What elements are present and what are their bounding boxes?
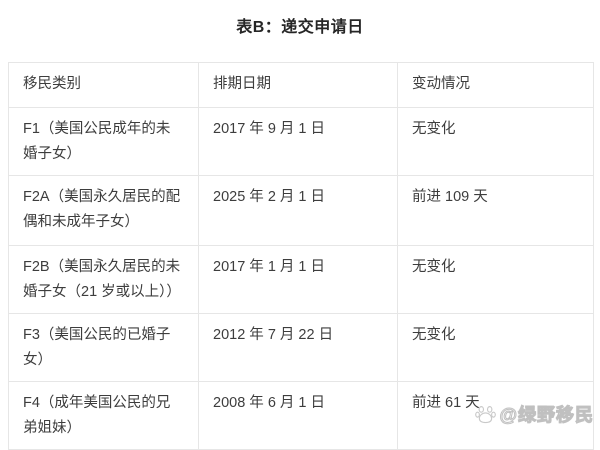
cell-category: F4（成年美国公民的兄弟姐妹） (8, 380, 199, 450)
table-row: F2A（美国永久居民的配偶和未成年子女） 2025 年 2 月 1 日 前进 1… (8, 174, 594, 246)
table-header-row: 移民类别 排期日期 变动情况 (8, 62, 594, 108)
cell-date: 2017 年 1 月 1 日 (198, 244, 398, 314)
cell-category: F1（美国公民成年的未婚子女） (8, 107, 199, 176)
cell-date: 2008 年 6 月 1 日 (198, 380, 398, 450)
table-row: F4（成年美国公民的兄弟姐妹） 2008 年 6 月 1 日 前进 61 天 (8, 380, 594, 450)
table-row: F2B（美国永久居民的未婚子女（21 岁或以上）） 2017 年 1 月 1 日… (8, 244, 594, 314)
cell-change: 无变化 (397, 107, 594, 176)
cell-date: 2025 年 2 月 1 日 (198, 174, 398, 246)
cell-change: 前进 109 天 (397, 174, 594, 246)
cell-category: F2A（美国永久居民的配偶和未成年子女） (8, 174, 199, 246)
cell-change: 前进 61 天 (397, 380, 594, 450)
column-header-category: 移民类别 (8, 62, 199, 108)
visa-bulletin-table: 移民类别 排期日期 变动情况 F1（美国公民成年的未婚子女） 2017 年 9 … (8, 62, 594, 450)
table-row: F1（美国公民成年的未婚子女） 2017 年 9 月 1 日 无变化 (8, 107, 594, 176)
cell-date: 2012 年 7 月 22 日 (198, 312, 398, 382)
column-header-date: 排期日期 (198, 62, 398, 108)
cell-date: 2017 年 9 月 1 日 (198, 107, 398, 176)
cell-change: 无变化 (397, 244, 594, 314)
visa-bulletin-page: 表B：递交申请日 移民类别 排期日期 变动情况 F1（美国公民成年的未婚子女） … (8, 19, 594, 450)
column-header-change: 变动情况 (397, 62, 594, 108)
cell-category: F3（美国公民的已婚子女） (8, 312, 199, 382)
cell-category: F2B（美国永久居民的未婚子女（21 岁或以上）） (8, 244, 199, 314)
page-title: 表B：递交申请日 (236, 19, 364, 36)
table-row: F3（美国公民的已婚子女） 2012 年 7 月 22 日 无变化 (8, 312, 594, 382)
cell-change: 无变化 (397, 312, 594, 382)
